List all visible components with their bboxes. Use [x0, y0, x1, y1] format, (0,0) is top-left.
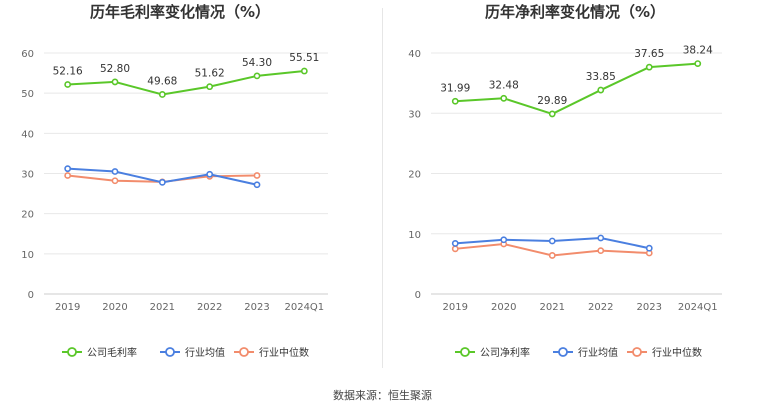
data-point: [206, 83, 214, 91]
x-tick-label: 2021: [540, 302, 565, 313]
data-point: [645, 63, 653, 71]
data-point: [111, 168, 119, 175]
x-tick-label: 2019: [443, 302, 468, 313]
y-tick-label: 40: [408, 49, 421, 60]
legend-swatch-marker: [558, 347, 568, 357]
data-point: [451, 239, 459, 247]
data-point: [500, 236, 508, 244]
data-label: 31.99: [440, 82, 470, 94]
y-tick-label: 20: [21, 210, 34, 221]
gross-margin-svg: 历年毛利率变化情况（%） 0 10 20 30 40 50 60 2019 2020 2021 202…: [21, 3, 328, 359]
legend-swatch-marker: [67, 347, 77, 357]
data-point: [111, 177, 119, 185]
data-point: [548, 110, 556, 118]
data-point: [111, 78, 119, 86]
x-tick-label: 2019: [55, 302, 80, 313]
legend-label: 行业均值: [578, 346, 618, 359]
y-tick-label: 30: [408, 109, 421, 120]
data-label: 49.68: [147, 75, 177, 87]
x-tick-label: 2023: [637, 302, 662, 313]
data-point: [253, 72, 261, 80]
data-label: 51.62: [195, 68, 225, 80]
y-tick-label: 50: [21, 89, 34, 100]
data-point: [158, 91, 166, 98]
net-margin-chart: 历年净利率变化情况（%） 0 10 20 30 40 2019 2020 2021 2022 202…: [383, 0, 765, 380]
x-tick-label: 2023: [244, 302, 269, 313]
chart-title: 历年净利率变化情况（%）: [485, 3, 665, 21]
x-tick-label: 2024Q1: [284, 302, 324, 313]
data-point: [64, 172, 72, 179]
y-tick-label: 30: [21, 170, 34, 181]
legend-label: 行业中位数: [652, 346, 702, 359]
data-point: [500, 94, 508, 102]
legend-swatch-marker: [165, 347, 175, 357]
data-label: 32.48: [489, 79, 519, 91]
data-point: [548, 237, 556, 245]
y-tick-label: 10: [408, 230, 421, 241]
y-tick-label: 60: [21, 49, 34, 60]
data-label: 54.30: [242, 57, 272, 69]
y-tick-label: 40: [21, 129, 34, 140]
legend-label: 行业中位数: [259, 346, 309, 359]
data-label: 29.89: [537, 95, 567, 107]
data-point: [300, 67, 308, 75]
legend-label: 公司净利率: [480, 346, 530, 359]
data-label: 52.16: [53, 65, 83, 77]
data-label: 52.80: [100, 63, 130, 75]
data-point: [451, 97, 459, 105]
y-tick-label: 0: [28, 290, 34, 301]
data-point: [597, 247, 605, 255]
legend-swatch-marker: [460, 347, 470, 357]
data-point: [451, 245, 459, 253]
data-point: [597, 86, 605, 94]
net-margin-svg: 历年净利率变化情况（%） 0 10 20 30 40 2019 2020 2021 2022 202…: [408, 3, 722, 359]
data-label: 37.65: [634, 48, 664, 60]
data-point: [597, 234, 605, 242]
data-source: 数据来源：恒生聚源: [333, 389, 432, 402]
x-tick-label: 2022: [197, 302, 222, 313]
data-label: 33.85: [586, 71, 616, 83]
series-line: [67, 70, 305, 96]
series-line: [455, 62, 698, 115]
x-tick-label: 2024Q1: [678, 302, 718, 313]
data-point: [206, 170, 214, 178]
legend-label: 公司毛利率: [87, 346, 137, 359]
x-tick-label: 2020: [491, 302, 516, 313]
x-tick-label: 2020: [102, 302, 127, 313]
data-point: [694, 60, 702, 68]
data-point: [253, 181, 261, 189]
data-point: [645, 244, 653, 252]
data-point: [64, 165, 72, 173]
x-tick-label: 2021: [150, 302, 175, 313]
chart-divider: [382, 8, 383, 368]
y-tick-label: 20: [408, 170, 421, 181]
data-point: [548, 252, 556, 259]
data-point: [253, 172, 261, 179]
y-tick-label: 0: [415, 290, 421, 301]
data-point: [64, 81, 72, 88]
data-label: 55.51: [289, 52, 319, 64]
gross-margin-chart: 历年毛利率变化情况（%） 0 10 20 30 40 50 60 2019 2020 2021 202…: [0, 0, 382, 380]
y-tick-label: 10: [21, 250, 34, 261]
data-label: 38.24: [683, 45, 713, 57]
x-tick-label: 2022: [588, 302, 613, 313]
data-point: [158, 178, 166, 186]
legend-label: 行业均值: [185, 346, 225, 359]
chart-title: 历年毛利率变化情况（%）: [90, 3, 270, 21]
legend-swatch-marker: [239, 347, 249, 357]
legend-swatch-marker: [632, 347, 642, 357]
